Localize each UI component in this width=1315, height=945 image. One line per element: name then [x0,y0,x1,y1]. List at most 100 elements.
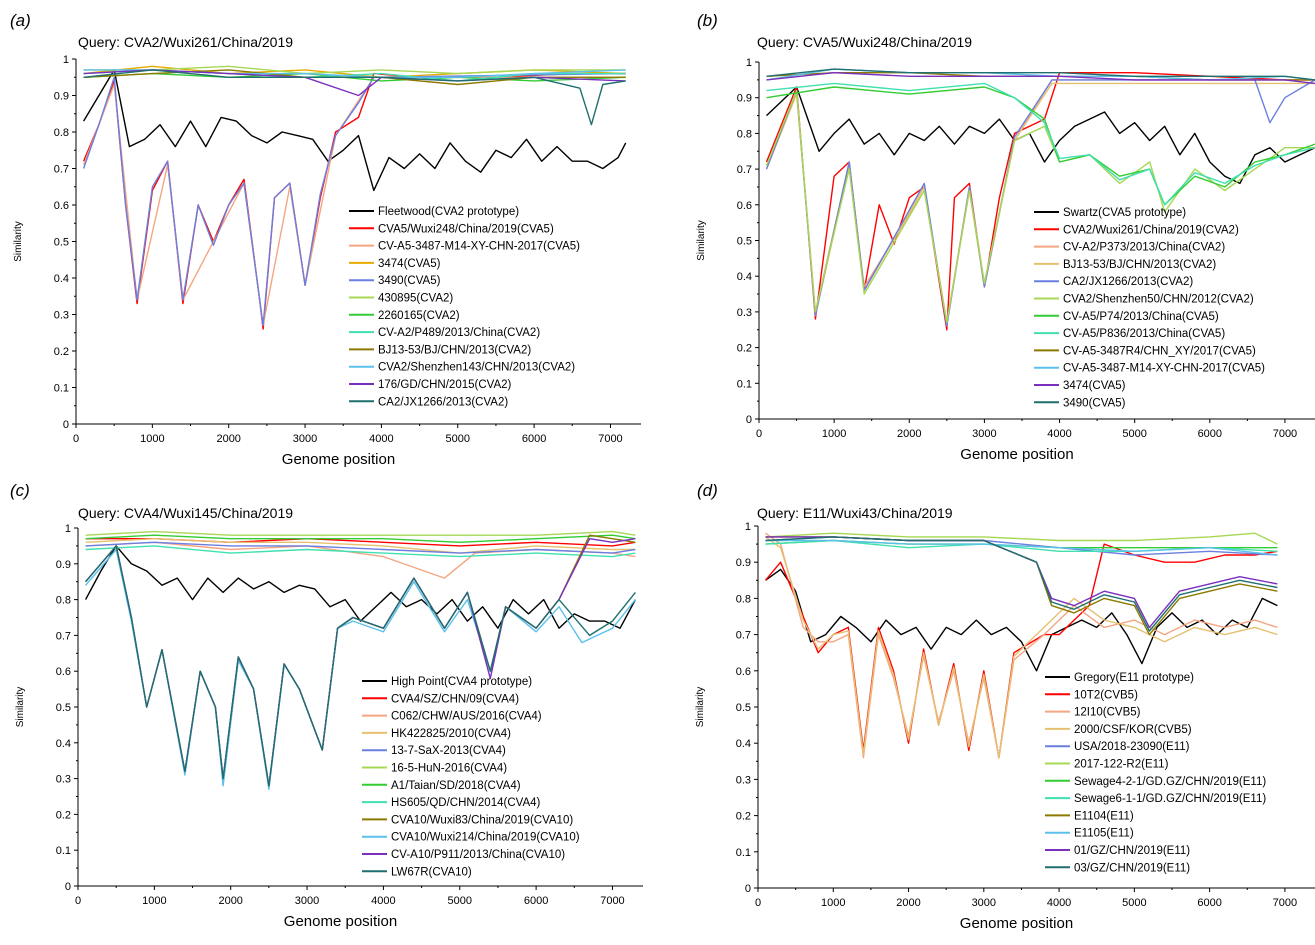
y-axis-label: Similarity [15,687,26,728]
y-tick-label: 0.3 [736,774,751,786]
series-line [83,65,626,75]
y-tick-label: 0.6 [56,666,71,678]
x-tick-label: 0 [75,895,81,907]
y-tick-label: 0.8 [736,593,751,605]
legend-entry: 3474(CVA5) [1063,380,1126,392]
x-tick-label: 6000 [524,895,548,907]
legend-entry: 12I10(CVB5) [1074,707,1141,719]
legend-entry: 2000/CSF/KOR(CVB5) [1074,724,1192,736]
y-tick-label: 0.9 [56,559,71,571]
legend-entry: CVA10/Wuxi83/China/2019(CVA10) [391,814,573,826]
series-line [85,545,636,787]
legend-entry: 01/GZ/CHN/2019(E11) [1074,845,1190,857]
y-tick-label: 0 [745,883,751,895]
series-line [765,539,1278,556]
series-line [85,548,636,790]
series-line [766,68,1315,81]
chart-title: Query: CVA4/Wuxi145/China/2019 [78,505,293,521]
y-tick-label: 1 [745,521,751,533]
series-group [765,68,1315,331]
panel-c: (c) Query: CVA4/Wuxi145/China/2019 0 0.1 0.2… [10,481,643,930]
series-line [765,532,1278,759]
legend-entry: 2260165(CVA2) [378,310,460,322]
x-tick-label: 3000 [972,428,996,440]
chart-title: Query: E11/Wuxi43/China/2019 [757,505,953,521]
legend-entry: Swartz(CVA5 prototype) [1063,207,1186,219]
legend-entry: CA2/JX1266/2013(CVA2) [1063,276,1193,288]
legend-entry: Gregory(E11 prototype) [1074,672,1194,684]
legend-entry: C062/CHW/AUS/2016(CVA4) [391,711,542,723]
y-axis-label: Similarity [695,687,706,728]
y-tick-label: 0.2 [54,346,69,358]
panel-label: (d) [697,481,718,500]
panel-d: (d) Query: E11/Wuxi43/China/2019 0 0.1 0.2 0.… [695,481,1315,932]
y-tick-label: 0.8 [56,595,71,607]
legend-entry: CV-A2/P489/2013/China(CVA2) [378,327,540,339]
legend-entry: High Point(CVA4 prototype) [391,676,532,688]
series-line [85,530,636,536]
x-tick-label: 7000 [598,433,622,445]
series-line [765,536,1278,632]
legend-entry: 3490(CVA5) [1063,397,1126,409]
legend-entry: BJ13-53/BJ/CHN/2013(CVA2) [378,344,531,356]
x-tick-label: 6000 [1198,428,1222,440]
y-tick-label: 0.8 [54,127,69,139]
y-tick-label: 0.6 [736,666,751,678]
series-line [765,536,1278,629]
y-tick-label: 0.7 [54,164,69,176]
x-tick-label: 4000 [371,895,395,907]
chart-title: Query: CVA5/Wuxi248/China/2019 [757,34,972,50]
legend-entry: BJ13-53/BJ/CHN/2013(CVA2) [1063,259,1216,271]
series-line [765,536,1278,759]
legend-entry: CVA2/Shenzhen143/CHN/2013(CVA2) [378,362,575,374]
series-group [82,65,627,330]
x-tick-label: 7000 [600,895,624,907]
x-tick-label: 6000 [522,433,546,445]
series-line [766,72,1315,85]
series-line [85,545,636,558]
series-line [766,86,1315,185]
legend-entry: CVA4/SZ/CHN/09(CVA4) [391,693,519,705]
legend-entry: CV-A5/P74/2013/China(CVA5) [1063,311,1219,323]
x-tick-label: 2000 [216,433,240,445]
legend-entry: 2017-122-R2(E11) [1074,759,1169,771]
series-line [85,541,636,554]
legend-entry: CVA2/Wuxi261/China/2019(CVA2) [1063,224,1239,236]
y-tick-label: 0.1 [54,383,69,395]
series-line [766,82,1315,206]
series-line [85,538,636,787]
y-tick-label: 0 [63,419,69,431]
x-tick-label: 2000 [897,428,921,440]
series-line [82,72,626,327]
legend-entry: 10T2(CVB5) [1074,689,1138,701]
legend-entry: CVA10/Wuxi214/China/2019(CVA10) [391,832,580,844]
y-tick-label: 0.7 [56,630,71,642]
legend-entry: LW67R(CVA10) [391,866,472,878]
x-tick-label: 3000 [295,895,319,907]
legend-entry: 430895(CVA2) [378,293,453,305]
y-tick-label: 0.4 [736,738,751,750]
legend-entry: CV-A2/P373/2013/China(CVA2) [1063,242,1225,254]
legend-entry: 176/GD/CHN/2015(CVA2) [378,379,512,391]
x-tick-label: 0 [73,433,79,445]
chart-title: Query: CVA2/Wuxi261/China/2019 [78,34,293,50]
series-line [83,69,626,126]
series-line [85,534,636,787]
panel-a: (a) Query: CVA2/Wuxi261/China/2019 0 0.1 0.2… [10,11,641,468]
y-tick-label: 0.9 [54,91,69,103]
x-tick-label: 4000 [1047,428,1071,440]
x-tick-label: 2000 [218,895,242,907]
legend-entry: CV-A10/P911/2013/China(CVA10) [391,849,565,861]
series-line [82,69,627,192]
series-line [765,72,1315,331]
y-tick-label: 0.1 [56,845,71,857]
x-tick-label: 5000 [448,895,472,907]
series-line [82,72,626,330]
y-axis-label: Similarity [696,220,707,261]
x-axis-label: Genome position [960,915,1073,932]
y-tick-label: 0.2 [737,343,752,355]
y-tick-label: 0.5 [737,236,752,248]
legend-entry: E1104(E11) [1074,810,1134,822]
legend-entry: CVA5/Wuxi248/China/2019(CVA5) [378,223,554,235]
series-line [82,76,626,327]
